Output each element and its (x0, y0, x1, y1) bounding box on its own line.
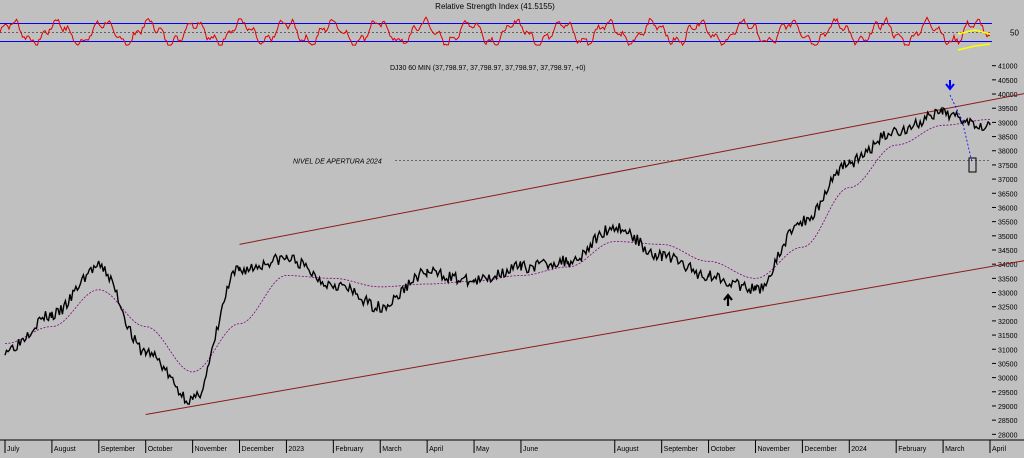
price-tick-label: 32500 (998, 305, 1018, 312)
price-tick-label: 39000 (998, 120, 1018, 127)
price-title: DJ30 60 MIN (37,798.97, 37,798.97, 37,79… (390, 65, 586, 72)
channel-lower-line (145, 260, 1024, 415)
rsi-yellow-marker (957, 29, 991, 35)
rsi-panel: Relative Strength Index (41.5155) 50 (0, 2, 1019, 51)
time-tick-label: September (664, 446, 699, 453)
price-tick-label: 35000 (998, 234, 1018, 241)
time-tick-label: March (945, 446, 965, 453)
price-tick-label: 37500 (998, 163, 1018, 170)
price-panel: DJ30 60 MIN (37,798.97, 37,798.97, 37,79… (0, 64, 1024, 453)
price-tick-label: 35500 (998, 220, 1018, 227)
time-tick-label: December (804, 446, 837, 453)
time-tick-label: October (711, 446, 737, 453)
price-tick-label: 29500 (998, 390, 1018, 397)
time-tick-label: 2024 (851, 446, 867, 453)
forecast-dashed-line (949, 94, 973, 163)
price-tick-label: 29000 (998, 404, 1018, 411)
arrow-up-marker (723, 293, 733, 306)
channel-upper-line (239, 93, 1024, 245)
time-axis: July August September October November Decemb… (4, 440, 1006, 453)
price-tick-label: 38000 (998, 149, 1018, 156)
time-tick-label: May (476, 446, 490, 453)
time-tick-label: March (382, 446, 402, 453)
time-tick-label: August (617, 446, 639, 453)
rsi-tick-label: 50 (1010, 29, 1019, 38)
price-tick-label: 36000 (998, 205, 1018, 212)
time-tick-label: April (992, 446, 1006, 453)
arrow-down-marker (945, 80, 955, 91)
price-tick-label: 30500 (998, 361, 1018, 368)
time-tick-label: November (757, 446, 790, 453)
price-axis: 41000 40500 40000 39500 39000 38500 38000 37500… (992, 64, 1018, 439)
time-tick-label: 2023 (288, 446, 304, 453)
time-tick-label: July (7, 446, 20, 453)
price-tick-label: 31500 (998, 333, 1018, 340)
price-tick-label: 28000 (998, 432, 1018, 439)
price-tick-label: 33500 (998, 276, 1018, 283)
rsi-line (0, 16, 991, 47)
time-tick-label: October (148, 446, 174, 453)
price-tick-label: 40500 (998, 78, 1018, 85)
moving-average-line (4, 119, 990, 373)
price-tick-label: 36500 (998, 191, 1018, 198)
price-tick-label: 39500 (998, 106, 1018, 113)
price-tick-label: 31000 (998, 347, 1018, 354)
price-tick-label: 30000 (998, 376, 1018, 383)
price-line (4, 106, 991, 405)
price-tick-label: 38500 (998, 135, 1018, 142)
price-tick-label: 28500 (998, 418, 1018, 425)
target-box (968, 157, 977, 173)
rsi-yellow-marker-lower (957, 43, 991, 51)
rsi-title: Relative Strength Index (41.5155) (435, 2, 555, 11)
time-tick-label: February (898, 446, 927, 453)
time-tick-label: November (195, 446, 228, 453)
price-tick-label: 32000 (998, 319, 1018, 326)
time-tick-label: September (101, 446, 136, 453)
time-tick-label: December (242, 446, 275, 453)
time-tick-label: June (523, 446, 538, 453)
price-tick-label: 34500 (998, 248, 1018, 255)
price-tick-label: 37000 (998, 177, 1018, 184)
price-tick-label: 41000 (998, 64, 1018, 71)
reference-line-label: NIVEL DE APERTURA 2024 (293, 159, 382, 166)
price-tick-label: 34000 (998, 262, 1018, 269)
time-tick-label: August (54, 446, 76, 453)
time-tick-label: February (335, 446, 364, 453)
time-tick-label: April (429, 446, 443, 453)
price-tick-label: 40000 (998, 92, 1018, 99)
price-tick-label: 33000 (998, 291, 1018, 298)
